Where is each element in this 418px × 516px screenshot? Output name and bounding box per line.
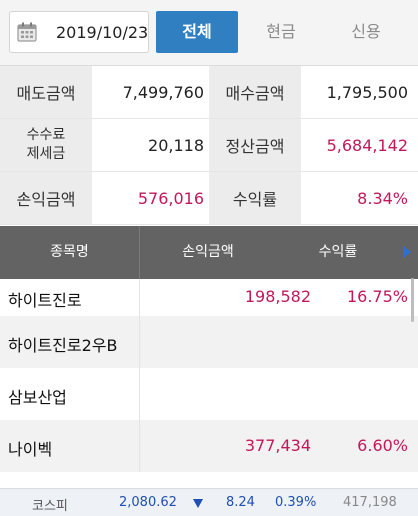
ticker-name: 코스피 [32,499,68,514]
table-row[interactable]: 삼보산업 [0,368,418,420]
ticker-volume: 417,198 [343,495,397,510]
table-row[interactable]: 하이트진로2우B [0,316,418,368]
buy-amount-label: 매수금액 [209,66,301,118]
tab-cash[interactable]: 현금 [266,22,296,41]
settlement-value: 5,684,142 [326,135,408,155]
stock-name: 나이벡 [8,440,53,459]
column-divider [139,279,140,316]
buy-amount-value: 1,795,500 [326,82,408,102]
summary-table: 매도금액 7,499,760 매수금액 1,795,500 수수료 제세금 20… [0,66,418,225]
column-divider [139,368,140,420]
stock-name: 삼보산업 [8,388,67,407]
table-row[interactable]: 나이벡 377,434 6.60% [0,420,418,472]
column-divider [139,316,140,368]
column-header-rate[interactable]: 수익률 [318,244,358,260]
list-scrollbar[interactable] [411,278,414,322]
column-header-name[interactable]: 종목명 [0,226,140,279]
stock-profit: 198,582 [244,287,311,306]
stock-list: 하이트진로 198,582 16.75% 하이트진로2우B 삼보산업 나이벡 3… [0,279,418,472]
market-ticker[interactable]: 코스피 2,080.62 8.24 0.39% 417,198 [0,488,418,516]
summary-row: 손익금액 576,016 수익률 8.34% [0,172,418,225]
profit-value: 576,016 [137,188,204,208]
summary-row: 수수료 제세금 20,118 정산금액 5,684,142 [0,119,418,172]
tax-label: 제세금 [26,146,66,162]
sell-amount-value: 7,499,760 [122,82,204,102]
profit-label: 손익금액 [0,172,92,224]
tab-credit[interactable]: 신용 [351,22,381,41]
calendar-icon [17,22,37,42]
return-rate-label: 수익률 [209,172,301,224]
ticker-change: 8.24 [226,495,255,510]
stock-name: 하이트진로 [8,291,82,310]
fee-label: 수수료 [26,127,66,143]
table-row[interactable]: 하이트진로 198,582 16.75% [0,279,418,316]
summary-row: 매도금액 7,499,760 매수금액 1,795,500 [0,66,418,119]
down-arrow-icon [193,499,203,508]
stock-rate: 16.75% [346,287,408,306]
fee-tax-value: 20,118 [148,135,204,155]
column-header-profit[interactable]: 손익금액 [182,244,234,260]
scroll-right-arrow-icon[interactable] [403,246,411,258]
date-picker[interactable]: 2019/10/23 [9,11,149,53]
settlement-label: 정산금액 [209,119,301,171]
stock-name: 하이트진로2우B [8,336,118,355]
tab-all[interactable]: 전체 [156,11,238,53]
return-rate-value: 8.34% [357,188,408,208]
stock-profit: 377,434 [244,436,311,455]
ticker-index: 2,080.62 [119,495,177,510]
fee-tax-label: 수수료 제세금 [0,119,92,171]
date-value: 2019/10/23 [56,23,149,42]
list-header: 종목명 손익금액 수익률 [0,226,418,279]
top-bar: 2019/10/23 전체 현금 신용 [0,0,418,66]
column-divider [139,420,140,472]
sell-amount-label: 매도금액 [0,66,92,118]
stock-rate: 6.60% [357,436,408,455]
ticker-change-percent: 0.39% [275,495,317,510]
